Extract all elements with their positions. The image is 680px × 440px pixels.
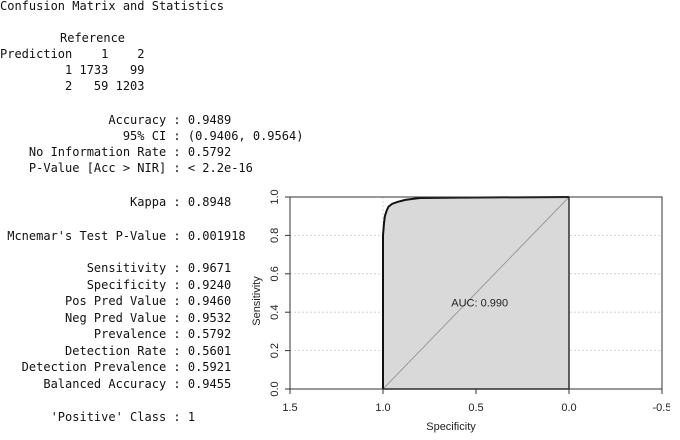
stat-line: Sensitivity : 0.9671 bbox=[0, 261, 232, 275]
stat-line: No Information Rate : 0.5792 bbox=[0, 145, 232, 159]
stat-line: Detection Rate : 0.5601 bbox=[0, 343, 232, 358]
roc-chart: 1.5 1.0 0.5 0.0 -0.5 0.0 0.2 0.4 0.6 0.8 1.0 Specif… bbox=[251, 189, 670, 433]
x-tick-label: 0.0 bbox=[561, 402, 576, 414]
matrix-header: Prediction 1 2 bbox=[0, 47, 145, 61]
mcnemar-line: Mcnemar's Test P-Value : 0.001918 bbox=[0, 229, 246, 243]
stat-line: P-Value [Acc > NIR] : < 2.2e-16 bbox=[0, 161, 253, 175]
stat-line: Pos Pred Value : 0.9460 bbox=[0, 294, 232, 308]
stat-line: Accuracy : 0.9489 bbox=[0, 113, 232, 127]
y-axis-label: Sensitivity bbox=[251, 276, 263, 326]
y-tick-label: 1.0 bbox=[269, 189, 281, 204]
x-tick-label: 1.5 bbox=[282, 402, 297, 414]
stat-line: Specificity : 0.9240 bbox=[0, 277, 232, 292]
x-tick-label: 0.5 bbox=[468, 402, 483, 414]
stat-line: 95% CI : (0.9406, 0.9564) bbox=[0, 129, 304, 143]
matrix-row: 1 1733 99 bbox=[0, 63, 145, 77]
x-tick-label: -0.5 bbox=[653, 402, 670, 414]
y-tick-label: 0.0 bbox=[269, 381, 281, 396]
reference-diagonal bbox=[382, 196, 570, 390]
y-tick-label: 0.8 bbox=[269, 228, 281, 243]
auc-annotation: AUC: 0.990 bbox=[451, 297, 508, 309]
statistics-panel: Confusion Matrix and Statistics Referenc… bbox=[0, 0, 304, 440]
matrix-row: 2 59 1203 bbox=[0, 79, 145, 93]
stat-line: Detection Prevalence : 0.5921 bbox=[0, 360, 232, 374]
y-tick-label: 0.4 bbox=[269, 305, 281, 320]
x-axis-label: Specificity bbox=[426, 421, 476, 433]
stat-line: Prevalence : 0.5792 bbox=[0, 327, 232, 341]
y-tick-label: 0.6 bbox=[269, 266, 281, 281]
output-title: Confusion Matrix and Statistics bbox=[0, 0, 224, 13]
stat-line: Neg Pred Value : 0.9532 bbox=[0, 310, 232, 325]
kappa-line: Kappa : 0.8948 bbox=[0, 195, 232, 209]
x-tick-label: 1.0 bbox=[375, 402, 390, 414]
stat-line: Balanced Accuracy : 0.9455 bbox=[0, 376, 232, 391]
positive-class-line: 'Positive' Class : 1 bbox=[0, 410, 196, 424]
y-tick-label: 0.2 bbox=[269, 343, 281, 358]
axes bbox=[285, 196, 663, 394]
reference-label: Reference bbox=[60, 31, 126, 45]
axis-labels: 1.5 1.0 0.5 0.0 -0.5 0.0 0.2 0.4 0.6 0.8 1.0 Specif… bbox=[251, 189, 670, 433]
